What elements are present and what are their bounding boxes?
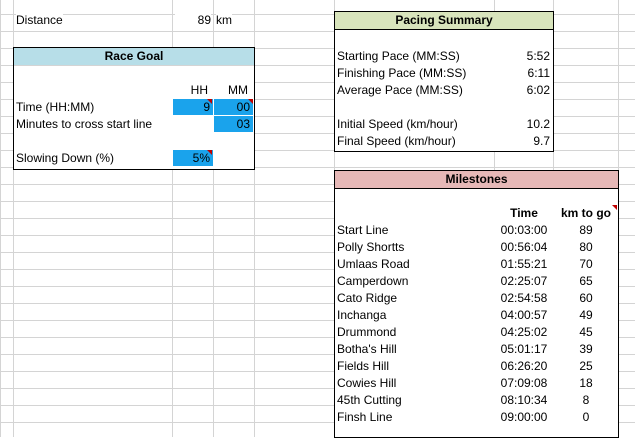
starting-pace-value: 5:52	[526, 49, 550, 63]
milestones-header: Milestones	[334, 170, 619, 189]
final-speed-value: 9.7	[533, 134, 550, 148]
distance-value[interactable]: 89	[175, 12, 211, 28]
milestone-name: Drummond	[337, 325, 397, 339]
milestone-time: 02:54:58	[500, 291, 548, 305]
milestone-time: 04:25:02	[500, 325, 548, 339]
milestone-time: 07:09:08	[500, 376, 548, 390]
finishing-pace-value: 6:11	[527, 66, 550, 80]
milestone-name: Fields Hill	[337, 359, 390, 373]
milestone-km-to-go: 89	[579, 223, 593, 237]
milestone-km-to-go: 25	[579, 359, 593, 373]
slowing-down-label: Slowing Down (%)	[16, 151, 115, 165]
column-divider	[254, 0, 255, 437]
milestone-km-to-go: 70	[579, 257, 593, 271]
col-time-header: Time	[510, 206, 538, 220]
time-hh-cell[interactable]	[173, 99, 213, 115]
comment-marker-icon	[207, 99, 212, 104]
col-km-to-go-header: km to go	[561, 206, 611, 220]
starting-pace-label: Starting Pace (MM:SS)	[337, 49, 460, 63]
grid-row-line	[14, 65, 254, 66]
milestone-time: 00:03:00	[500, 223, 548, 237]
milestone-name: Start Line	[337, 223, 389, 237]
distance-unit[interactable]: km	[216, 12, 232, 28]
milestone-km-to-go: 45	[579, 325, 593, 339]
milestone-km-to-go: 18	[579, 376, 593, 390]
milestone-km-to-go: 39	[579, 342, 593, 356]
milestone-time: 06:26:20	[500, 359, 548, 373]
milestone-name: Cowies Hill	[337, 376, 397, 390]
milestone-km-to-go: 0	[582, 410, 590, 424]
milestone-name: Inchanga	[337, 308, 387, 322]
finishing-pace-label: Finishing Pace (MM:SS)	[337, 66, 467, 80]
final-speed-label: Final Speed (km/hour)	[337, 134, 456, 148]
milestone-time: 04:00:57	[500, 308, 548, 322]
average-pace-label: Average Pace (MM:SS)	[337, 83, 463, 97]
comment-marker-icon	[207, 150, 212, 155]
milestone-km-to-go: 49	[579, 308, 593, 322]
milestone-time: 00:56:04	[500, 240, 548, 254]
start-line-minutes-cell[interactable]	[214, 116, 253, 132]
milestone-name: 45th Cutting	[337, 393, 402, 407]
pacing-summary-table	[334, 11, 554, 152]
milestone-time: 02:25:07	[500, 274, 548, 288]
slowing-down-value[interactable]: 5%	[192, 151, 210, 165]
time-hh-value[interactable]: 9	[203, 100, 210, 114]
time-goal-label: Time (HH:MM)	[16, 100, 95, 114]
milestone-name: Finsh Line	[337, 410, 393, 424]
milestone-time: 08:10:34	[500, 393, 548, 407]
milestone-km-to-go: 8	[582, 393, 590, 407]
comment-marker-icon	[248, 99, 253, 104]
start-line-minutes-value[interactable]: 03	[236, 117, 250, 131]
milestone-time: 09:00:00	[500, 410, 548, 424]
average-pace-value: 6:02	[526, 83, 550, 97]
column-divider	[213, 0, 214, 437]
distance-label[interactable]: Distance	[16, 12, 63, 28]
time-mm-value[interactable]: 00	[236, 100, 250, 114]
milestones-table	[334, 170, 619, 438]
milestones-title: Milestones	[445, 172, 508, 186]
milestone-km-to-go: 60	[579, 291, 593, 305]
milestone-km-to-go: 65	[579, 274, 593, 288]
race-goal-header: Race Goal	[13, 47, 255, 66]
start-line-minutes-label: Minutes to cross start line	[16, 117, 153, 131]
pacing-summary-title: Pacing Summary	[395, 13, 493, 27]
pacing-summary-header: Pacing Summary	[334, 11, 554, 30]
col-mm-header: MM	[228, 83, 248, 97]
milestone-km-to-go: 80	[579, 240, 593, 254]
initial-speed-value: 10.2	[526, 117, 550, 131]
milestone-name: Polly Shortts	[337, 240, 405, 254]
milestone-time: 05:01:17	[500, 342, 548, 356]
time-mm-cell[interactable]	[214, 99, 253, 115]
comment-marker-icon	[612, 205, 617, 210]
column-divider	[13, 0, 14, 437]
milestone-time: 01:55:21	[500, 257, 548, 271]
slowing-down-cell[interactable]	[173, 150, 213, 166]
milestone-name: Camperdown	[337, 274, 409, 288]
race-goal-title: Race Goal	[104, 49, 164, 63]
milestone-name: Botha's Hill	[337, 342, 397, 356]
milestone-name: Umlaas Road	[337, 257, 410, 271]
initial-speed-label: Initial Speed (km/hour)	[337, 117, 458, 131]
column-divider	[172, 0, 173, 437]
milestone-name: Cato Ridge	[337, 291, 398, 305]
col-hh-header: HH	[190, 83, 208, 97]
